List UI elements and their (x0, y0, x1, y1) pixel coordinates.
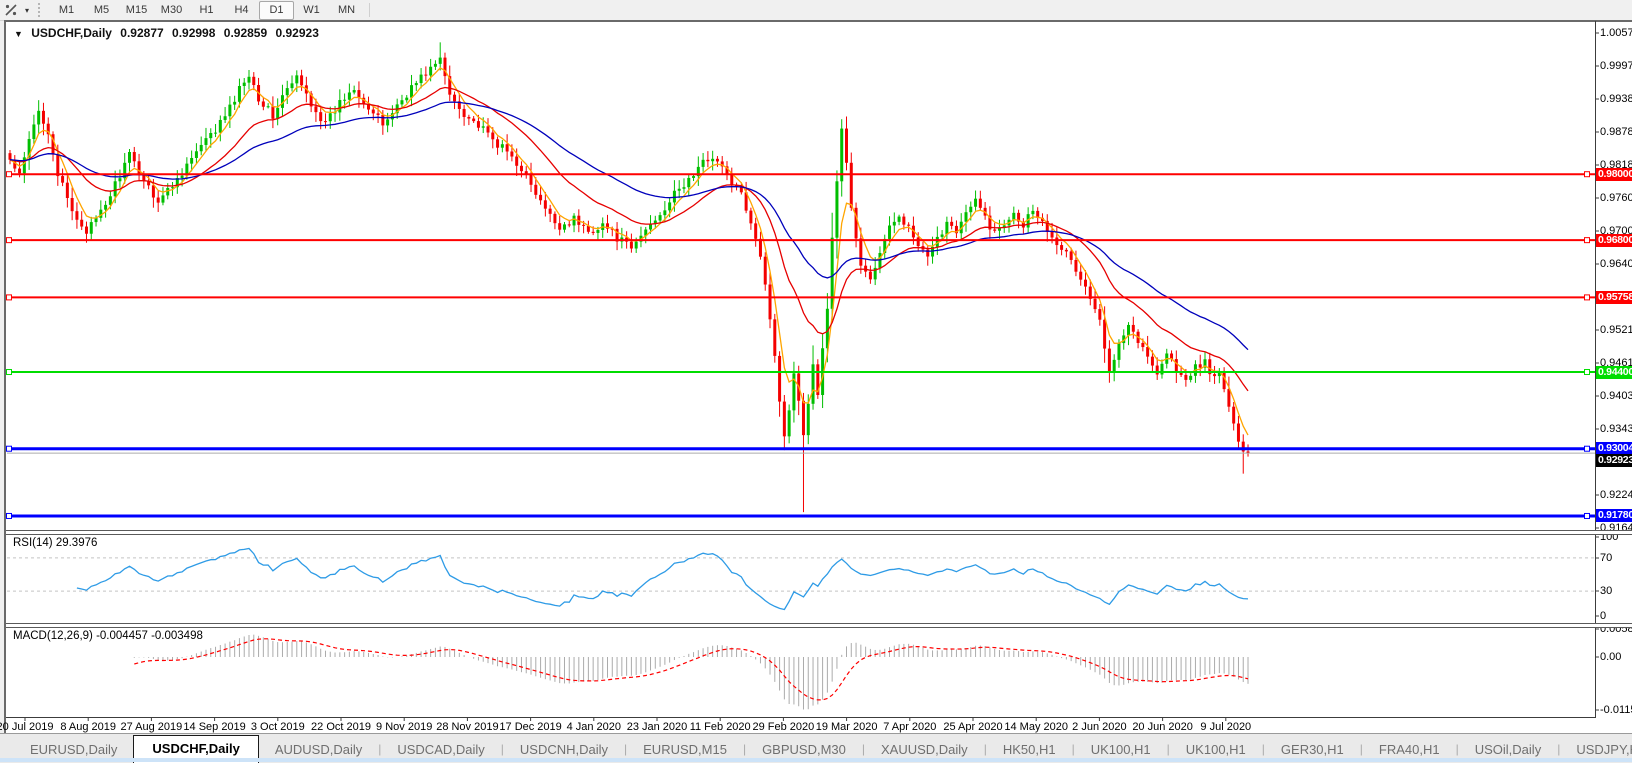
chart-tab-hk50-h1[interactable]: HK50,H1 (1002, 742, 1056, 757)
chart-tabs: EURUSD,Daily USDCHF,Daily AUDUSD,Daily | USD… (14, 734, 1632, 763)
chart-title: ▼ USDCHF,Daily 0.92877 0.92998 0.92859 0… (14, 26, 324, 40)
price-tick-label: 0.99385 (1600, 93, 1632, 105)
indicator-tick-label: 0 (1600, 610, 1607, 622)
date-tick-label: 20 Jun 2020 (1132, 721, 1193, 733)
tab-separator: | (1557, 742, 1561, 756)
price-tick-label: 0.98785 (1600, 126, 1632, 138)
status-strip (0, 758, 1632, 762)
date-tick-label: 4 Jan 2020 (566, 721, 622, 733)
level-price-badge[interactable]: 0.96800 (1596, 233, 1632, 247)
level-price-badge[interactable]: 0.91780 (1596, 509, 1632, 523)
date-tick-label: 14 May 2020 (1004, 721, 1068, 733)
chart-tab-gbpusd-m30[interactable]: GBPUSD,M30 (762, 742, 846, 757)
chart-tab-usdcnh-daily[interactable]: USDCNH,Daily (519, 742, 609, 757)
date-tick-label: 27 Aug 2019 (120, 721, 183, 733)
indicator-tick-label: -0.0115 (1600, 704, 1632, 716)
rsi-label: RSI(14) 29.3976 (13, 537, 98, 549)
chart-tab-audusd-daily[interactable]: AUDUSD,Daily (274, 742, 363, 757)
date-tick-label: 29 Feb 2020 (752, 721, 815, 733)
chevron-down-icon[interactable]: ▾ (24, 5, 29, 15)
timeframe-button-d1[interactable]: D1 (259, 0, 294, 20)
pane-separator-rsi[interactable] (6, 530, 1632, 535)
chart-tab-uk100-h1[interactable]: UK100,H1 (1090, 742, 1151, 757)
chart-tab-eurusd-daily[interactable]: EURUSD,Daily (30, 742, 118, 757)
level-price-badge[interactable]: 0.98000 (1596, 167, 1632, 181)
level-price-badge[interactable]: 0.93004 (1596, 442, 1632, 456)
price-tick-label: 0.92245 (1600, 489, 1632, 501)
date-tick-label: 8 Aug 2019 (60, 721, 117, 733)
ohlc-open: 0.92877 (120, 26, 164, 40)
price-tick-label: 0.95215 (1600, 324, 1632, 336)
date-tick-label: 9 Nov 2019 (376, 721, 433, 733)
ohlc-close: 0.92923 (275, 26, 319, 40)
pane-separator-macd[interactable] (6, 623, 1632, 628)
tab-separator: | (624, 742, 628, 756)
date-tick-label: 3 Oct 2019 (250, 721, 305, 733)
timeframe-button-m30[interactable]: M30 (160, 3, 183, 16)
tab-separator: | (1071, 742, 1075, 756)
toolbar-grip[interactable] (38, 3, 45, 17)
timeframe-button-h4[interactable]: H4 (234, 3, 249, 16)
date-tick-label: 14 Sep 2019 (183, 721, 246, 733)
tab-separator: | (1261, 742, 1265, 756)
chart-tab-xauusd-daily[interactable]: XAUUSD,Daily (881, 742, 968, 757)
tab-separator: | (1359, 742, 1363, 756)
timeframe-button-group: M1 M5 M15 M30 H1 H4 D1 W1 MN (49, 0, 364, 20)
indicator-tick-label: 0.00 (1600, 651, 1622, 663)
date-tick-label: 2 Jun 2020 (1072, 721, 1127, 733)
date-tick-label: 11 Feb 2020 (689, 721, 751, 733)
symbol-label: USDCHF,Daily (31, 26, 112, 40)
chart-tab-ger30-h1[interactable]: GER30,H1 (1280, 742, 1344, 757)
ohlc-high: 0.92998 (172, 26, 216, 40)
crosshair-icon[interactable] (2, 2, 20, 18)
level-price-badge[interactable]: 0.94400 (1596, 365, 1632, 379)
chart-tab-usdjpy-h1[interactable]: USDJPY,H1 (1576, 742, 1632, 757)
date-tick-label: 7 Apr 2020 (883, 721, 937, 733)
indicator-tick-label: 30 (1600, 585, 1613, 597)
timeframe-button-h1[interactable]: H1 (199, 3, 214, 16)
tab-separator: | (1455, 742, 1459, 756)
date-tick-label: 20 Jul 2019 (0, 721, 54, 733)
tab-separator: | (1166, 742, 1170, 756)
time-axis-line (6, 717, 1596, 718)
date-tick-label: 22 Oct 2019 (311, 721, 371, 733)
chart-tab-uk100-h1[interactable]: UK100,H1 (1185, 742, 1246, 757)
toolbar-separator (369, 3, 370, 17)
symbol-dropdown-icon[interactable]: ▼ (14, 29, 23, 39)
date-tick-label: 19 Mar 2020 (815, 721, 878, 733)
tab-separator: | (742, 742, 747, 756)
bid-price-badge[interactable]: 0.92923 (1596, 453, 1632, 467)
price-axis-line (1595, 21, 1596, 717)
date-tick-label: 25 Apr 2020 (943, 721, 1003, 733)
macd-label: MACD(12,26,9) -0.004457 -0.003498 (13, 630, 203, 642)
timeframe-button-m5[interactable]: M5 (93, 3, 110, 16)
date-tick-label: 17 Dec 2019 (499, 721, 562, 733)
toolbar: ▾ M1 M5 M15 M30 H1 H4 D1 W1 MN (0, 0, 1632, 21)
date-tick-label: 23 Jan 2020 (626, 721, 688, 733)
date-tick-label: 28 Nov 2019 (436, 721, 499, 733)
tab-separator: | (500, 742, 504, 756)
tab-separator: | (861, 742, 865, 756)
level-price-badge[interactable]: 0.95758 (1596, 290, 1632, 304)
timeframe-button-m1[interactable]: M1 (58, 3, 75, 16)
tab-separator: | (378, 742, 382, 756)
ohlc-low: 0.92859 (223, 26, 268, 40)
tab-separator: | (983, 742, 987, 756)
date-tick-label: 9 Jul 2020 (1200, 721, 1252, 733)
timeframe-button-m15[interactable]: M15 (125, 3, 148, 16)
chart-tab-usdcad-daily[interactable]: USDCAD,Daily (397, 742, 485, 757)
timeframe-button-mn[interactable]: MN (337, 3, 356, 16)
chart-tab-eurusd-m15[interactable]: EURUSD,M15 (643, 742, 727, 757)
chart-tab-usoil-daily[interactable]: USOil,Daily (1474, 742, 1542, 757)
chart-tab-fra40-h1[interactable]: FRA40,H1 (1378, 742, 1440, 757)
timeframe-button-w1[interactable]: W1 (303, 3, 320, 16)
indicator-tick-label: 70 (1600, 552, 1613, 564)
